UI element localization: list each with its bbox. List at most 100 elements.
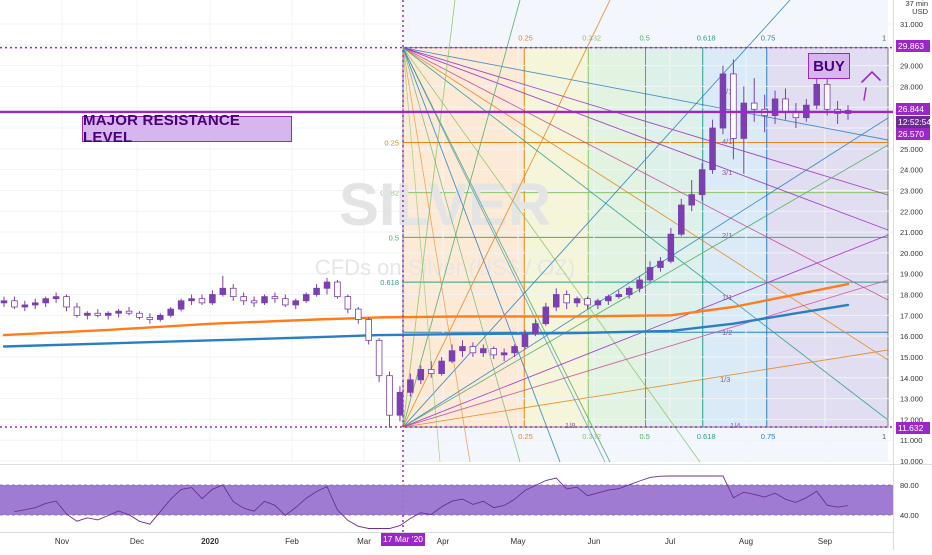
x-tick-0: Nov	[55, 537, 69, 546]
fan-ray-top-4	[402, 47, 889, 361]
price-tag-support: 26.570	[896, 128, 930, 140]
candle-body-57	[594, 300, 602, 306]
time-axis: Nov Dec 2020 Feb Mar Apr May Jun Jul Aug Sep	[0, 532, 893, 546]
moving-average-line-0	[2, 282, 850, 337]
candle-body-72	[750, 102, 758, 110]
candle-body-37	[386, 375, 393, 416]
moving-average-line-1	[2, 303, 850, 348]
fan-ray-bottom-0	[402, 117, 889, 428]
candle-body-23	[240, 296, 247, 302]
y-tick-16: 15.000	[900, 353, 923, 362]
price-tag-last: 26.844	[896, 103, 930, 115]
candle-body-55	[573, 298, 581, 304]
price-tag-fib-top: 29.863	[896, 40, 930, 52]
fib-left-label-0: 0.25	[384, 139, 399, 148]
x-tick-1: Dec	[130, 537, 144, 546]
fan-label-7: 1/4	[730, 421, 740, 430]
fan-steep-top-1	[402, 47, 521, 463]
x-tick-5: Apr	[437, 537, 450, 546]
fan-ray-top-5	[402, 47, 889, 421]
y-tick-6: 25.000	[900, 145, 923, 154]
price-candles	[0, 59, 852, 428]
candle-body-50	[521, 333, 529, 347]
candle-body-18	[188, 298, 195, 302]
symbol-watermark: SILVER	[339, 171, 551, 238]
y-tick-14: 17.000	[900, 311, 923, 320]
fan-ray-top-3	[402, 47, 889, 301]
fan-ray-bottom-6	[402, 0, 521, 428]
candle-body-54	[563, 294, 570, 304]
x-tick-3: Feb	[285, 537, 299, 546]
y-tick-13: 18.000	[900, 291, 923, 300]
fan-ray-top-7	[402, 47, 611, 463]
y-tick-12: 19.000	[900, 270, 923, 279]
y-tick-21: 10.000	[900, 457, 923, 466]
candle-body-27	[282, 298, 289, 306]
candle-body-0	[0, 300, 8, 304]
candle-body-48	[500, 352, 508, 356]
candle-body-36	[375, 339, 383, 377]
candle-body-33	[344, 296, 352, 310]
candle-body-6	[63, 296, 70, 308]
candle-body-7	[73, 306, 81, 316]
buy-arrow-tail	[863, 87, 867, 101]
candle-body-60	[625, 287, 633, 295]
fan-ray-bottom-7	[402, 0, 611, 428]
candle-body-61	[636, 279, 643, 289]
fib-bottom-label-0: 0.25	[518, 432, 533, 441]
candle-body-3	[31, 302, 39, 306]
fib-bottom-label-3: 0.618	[697, 432, 716, 441]
candle-body-9	[94, 312, 102, 316]
gann-fan: 8/1 4/1 3/1 2/1 1/1 1/2 1/3 1/4 1/8	[402, 0, 889, 463]
fan-steep-top-3	[402, 47, 441, 463]
fib-top-label-4: 0.75	[761, 34, 776, 43]
candle-body-49	[511, 346, 518, 354]
candle-body-71	[740, 102, 748, 139]
candle-body-4	[42, 298, 49, 304]
moving-averages	[2, 282, 850, 348]
fib-left-label-2: 0.5	[389, 233, 399, 242]
candle-body-35	[365, 319, 372, 341]
y-tick-18: 13.000	[900, 395, 923, 404]
fan-label-1: 4/1	[722, 137, 732, 146]
fib-top-label-5: 1	[882, 34, 886, 43]
major-resistance-label[interactable]: MAJOR RESISTANCE LEVEL	[82, 112, 292, 146]
candle-body-22	[229, 287, 237, 298]
candle-body-51	[532, 323, 539, 335]
rsi-line	[14, 475, 849, 529]
candle-body-15	[157, 314, 164, 320]
buy-label[interactable]: BUY	[808, 53, 850, 79]
fib-bottom-label-4: 0.75	[761, 432, 776, 441]
x-tick-7: Jun	[588, 537, 601, 546]
candle-body-45	[469, 346, 477, 354]
candle-body-11	[115, 310, 122, 314]
candle-body-31	[323, 281, 331, 289]
y-tick-20: 11.000	[900, 436, 922, 445]
fan-ray-bottom-3	[402, 279, 889, 428]
candle-body-70	[730, 73, 737, 139]
candle-body-41	[427, 369, 435, 375]
y-tick-7: 24.000	[900, 166, 923, 175]
candle-body-19	[198, 298, 206, 304]
rsi-level-label-1: 40.00	[900, 511, 919, 520]
rsi-pane: 80.00 40.00	[0, 464, 932, 529]
candle-body-63	[657, 260, 664, 268]
fan-ray-top-1	[402, 47, 889, 196]
candle-body-44	[459, 346, 466, 352]
price-tag-countdown: 12:52:54	[896, 116, 932, 128]
candle-body-34	[355, 308, 362, 320]
fan-steep-top-0	[402, 47, 606, 463]
y-tick-15: 16.000	[900, 332, 923, 341]
axis-top-label: 37 min	[905, 0, 928, 8]
price-axis: 31.00030.00029.00028.00027.00026.00025.0…	[893, 0, 923, 550]
candle-body-25	[261, 296, 268, 304]
y-tick-3: 28.000	[900, 82, 923, 91]
x-tick-2: 2020	[201, 537, 219, 546]
fib-top-label-3: 0.618	[697, 34, 716, 43]
candle-body-43	[448, 350, 456, 362]
candle-body-39	[407, 379, 414, 393]
overlay-lines	[0, 0, 893, 532]
fib-top-label-2: 0.5	[640, 34, 650, 43]
axis-currency-label: USD	[912, 7, 928, 16]
